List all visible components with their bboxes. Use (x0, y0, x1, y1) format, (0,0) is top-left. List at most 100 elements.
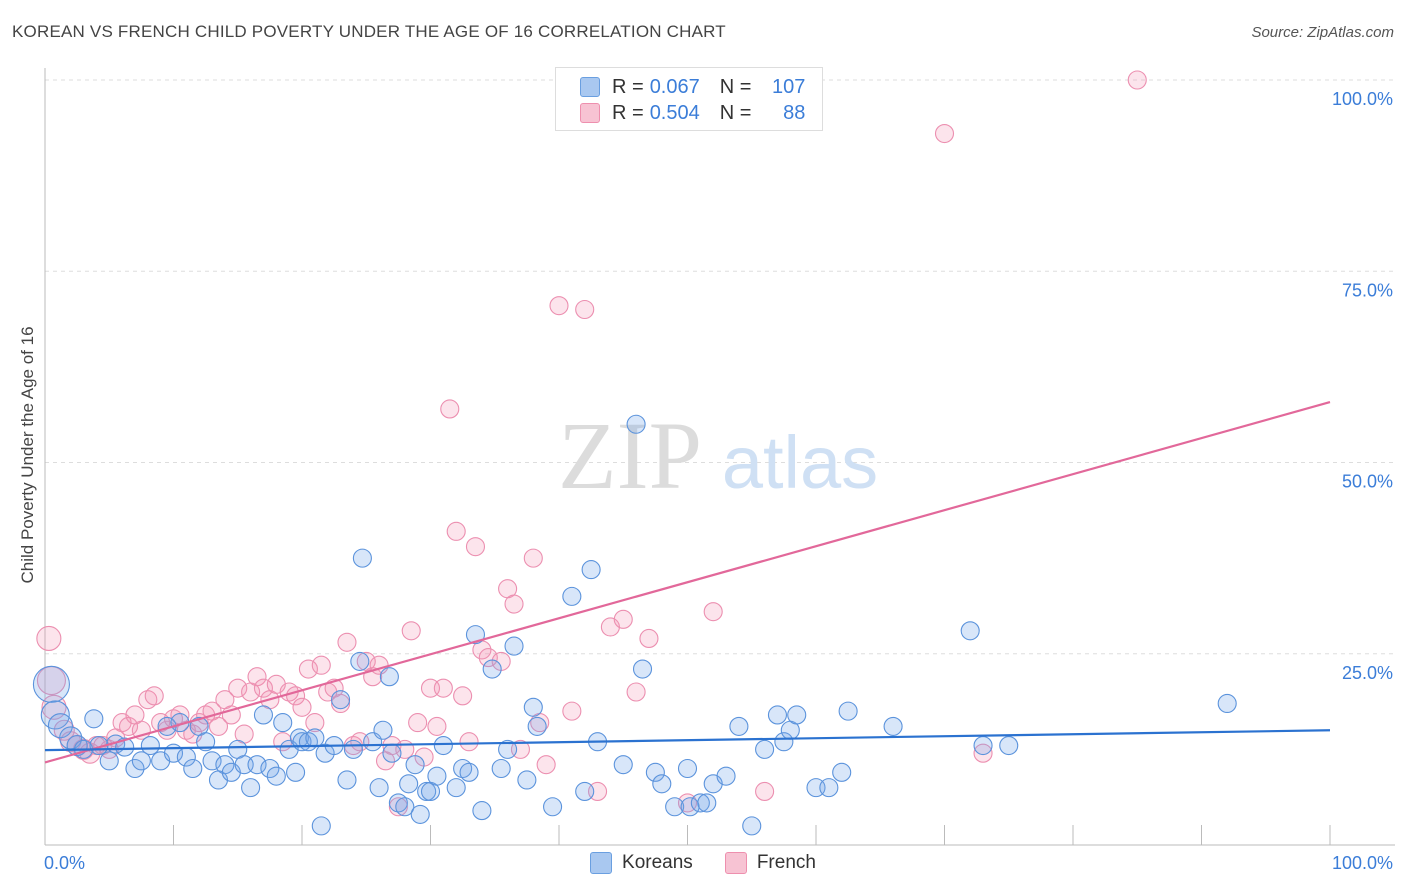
korean-point (330, 690, 351, 710)
french-point (36, 625, 62, 652)
french-point (292, 697, 312, 717)
korean-point (253, 705, 274, 725)
french-point (973, 743, 993, 763)
french-point (575, 299, 595, 320)
french-point (408, 713, 428, 733)
french-point (118, 716, 139, 736)
legend-n-value-koreans: 107 (772, 75, 806, 98)
french-label: French (756, 852, 816, 873)
korean-point (115, 737, 135, 757)
french-point (626, 682, 646, 702)
korean-point (125, 758, 145, 779)
legend: R = 0.067 N = 107 R = 0.504 N = 88 (555, 67, 823, 131)
korean-point (433, 735, 453, 756)
tick-labels: 25.0% 50.0% 75.0% 100.0% 0.0% 100.0% (44, 89, 1393, 873)
y-tick-label: 75.0% (1342, 280, 1393, 300)
korean-point (32, 665, 70, 703)
y-tick-label: 25.0% (1342, 663, 1393, 683)
legend-n-label: N = (719, 101, 752, 124)
korean-point (273, 713, 293, 733)
series-legend-french[interactable]: French (724, 852, 816, 874)
chart-title: KOREAN VS FRENCH CHILD POVERTY UNDER THE… (12, 22, 726, 41)
legend-r-value-french: 0.504 (649, 101, 700, 124)
french-point (562, 701, 582, 721)
korean-point (832, 762, 852, 782)
trend-lines (44, 401, 1331, 764)
legend-n-value-french: 88 (783, 101, 806, 124)
korean-point (626, 414, 646, 434)
korean-point (960, 621, 980, 641)
french-point (446, 521, 466, 541)
korean-point (369, 778, 389, 798)
korean-point (446, 778, 466, 798)
korean-point (47, 713, 73, 739)
french-point (549, 296, 569, 316)
korean-point (677, 758, 698, 779)
korean-point (215, 755, 235, 775)
korean-point (645, 762, 665, 782)
korean-point (84, 709, 104, 729)
french-swatch (724, 852, 747, 874)
legend-n-label: N = (719, 75, 752, 98)
korean-point (311, 816, 331, 836)
french-series (36, 70, 1147, 817)
korean-point (350, 651, 370, 671)
korean-point (399, 774, 419, 794)
korean-point (305, 728, 325, 748)
korean-point (883, 716, 903, 736)
korean-point (838, 701, 858, 721)
korean-point (523, 697, 543, 717)
french-point (305, 713, 325, 733)
french-point (504, 594, 524, 614)
korean-point (410, 804, 430, 824)
legend-r-value-koreans: 0.067 (649, 75, 700, 98)
french-point (639, 628, 659, 649)
korean-point (1217, 693, 1237, 714)
legend-row-french: R = 0.504 N = 88 (580, 101, 805, 125)
korean-point (373, 720, 393, 740)
korean-point (613, 755, 633, 775)
french-point (337, 632, 357, 652)
french-point (1127, 70, 1147, 90)
koreans-swatch (590, 852, 613, 874)
korean-point (697, 793, 717, 813)
korean-point (352, 548, 372, 568)
watermark-zip: ZIP (558, 402, 702, 509)
french-point (311, 655, 331, 675)
korean-point (527, 716, 547, 736)
y-tick-label: 100.0% (1332, 89, 1393, 109)
french-point (427, 716, 447, 736)
korean-point (482, 659, 502, 679)
french-point (144, 686, 164, 706)
series-legend-koreans[interactable]: Koreans (590, 852, 693, 874)
watermark: ZIP atlas (558, 402, 878, 509)
x-tick-label: 100.0% (1332, 853, 1393, 873)
french-point (465, 537, 486, 557)
korean-point (465, 625, 486, 645)
korean-point (286, 762, 306, 782)
french-point (934, 124, 955, 144)
korean-point (742, 816, 762, 836)
korean-point (202, 751, 222, 771)
legend-row-koreans: R = 0.067 N = 107 (580, 75, 805, 99)
french-point (536, 755, 556, 775)
legend-swatch-koreans (580, 77, 600, 97)
korean-point (343, 739, 363, 759)
korean-point (504, 636, 524, 656)
korean-point (459, 762, 479, 782)
french-point (613, 609, 633, 629)
grid-lines (45, 79, 1395, 655)
korean-point (774, 732, 794, 752)
korean-point (632, 659, 653, 679)
french-point (228, 678, 248, 698)
french-trend-line (44, 401, 1331, 764)
korean-point (183, 758, 203, 779)
french-point (401, 621, 421, 641)
source-label: Source: ZipAtlas.com (1251, 24, 1394, 41)
korean-point (99, 751, 119, 771)
korean-point (819, 778, 839, 798)
y-axis-label: Child Poverty Under the Age of 16 (18, 326, 37, 583)
series-legend: Koreans French (0, 852, 1406, 874)
korean-point (196, 732, 216, 752)
